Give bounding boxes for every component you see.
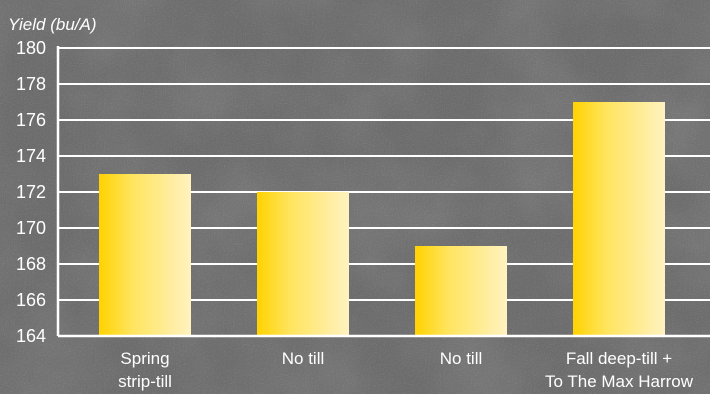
- y-tick-label: 174: [16, 146, 46, 166]
- x-tick-label: Fall deep-till +: [566, 349, 672, 368]
- x-tick-label: To The Max Harrow: [545, 372, 694, 391]
- x-tick-label: No till: [282, 349, 325, 368]
- y-tick-label: 168: [16, 254, 46, 274]
- x-tick-label: No till: [440, 349, 483, 368]
- labels: 164 166 168 170 172 174 176 178 180 Spring strip-t…: [8, 15, 694, 391]
- y-tick-label: 178: [16, 74, 46, 94]
- y-tick-label: 166: [16, 290, 46, 310]
- axis: [56, 46, 710, 338]
- bar: [257, 192, 349, 336]
- bars: [99, 102, 665, 336]
- x-tick-label: strip-till: [118, 372, 172, 391]
- y-tick-label: 176: [16, 110, 46, 130]
- bar: [415, 246, 507, 336]
- y-axis-label: Yield (bu/A): [8, 15, 97, 34]
- y-tick-label: 164: [16, 326, 46, 346]
- y-tick-label: 180: [16, 38, 46, 58]
- y-tick-label: 170: [16, 218, 46, 238]
- bar: [573, 102, 665, 336]
- bar: [99, 174, 191, 336]
- y-tick-label: 172: [16, 182, 46, 202]
- x-tick-label: Spring: [120, 349, 169, 368]
